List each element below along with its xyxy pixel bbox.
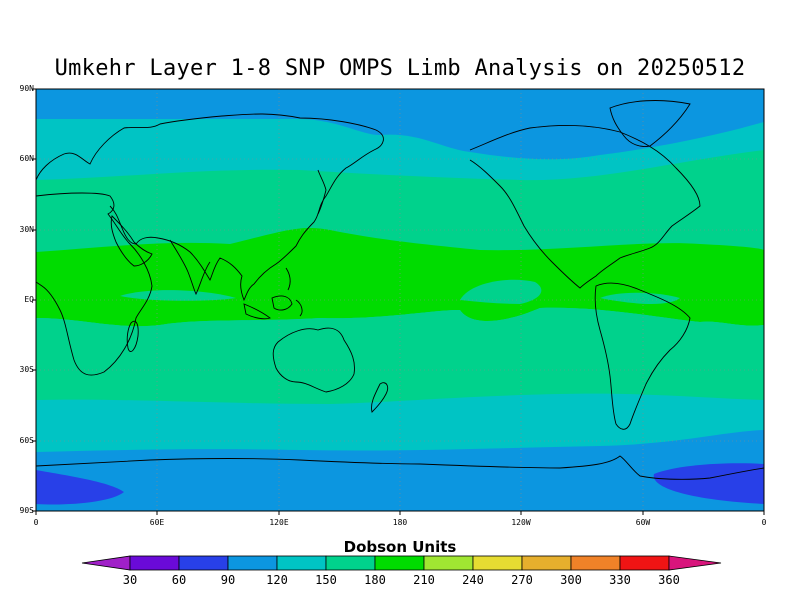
colorbar [81,555,722,571]
lon-label-60e: 60E [149,518,165,527]
colorbar-tick-label: 330 [609,573,631,587]
lat-label-90n: 90N [19,84,34,93]
south-polar-low-east [653,463,764,504]
colorbar-arrow-high [668,555,722,571]
colorbar-tick-label: 210 [413,573,435,587]
colorbar-tick-label: 180 [364,573,386,587]
lon-label-120w: 120W [511,518,531,527]
lat-label-60s: 60S [19,436,34,445]
colorbar-swatch [374,555,425,571]
colorbar-swatch [129,555,180,571]
lat-label-90s: 90S [19,506,34,515]
colorbar-swatch [423,555,474,571]
lon-label-0-east: 0 [761,518,767,527]
band-south-mid [36,307,764,404]
colorbar-swatch [325,555,376,571]
colorbar-tick-label: 150 [315,573,337,587]
lat-label-30n: 30N [19,225,34,234]
colorbar-tick-label: 90 [220,573,236,587]
lon-label-180: 180 [392,518,408,527]
lon-label-120e: 120E [269,518,289,527]
colorbar-swatch [178,555,229,571]
band-north-polar-tongue [36,89,764,160]
tropical-low-indian [120,290,236,301]
colorbar-tick-label: 360 [658,573,680,587]
map-title: Umkehr Layer 1-8 SNP OMPS Limb Analysis … [54,56,746,81]
colorbar-tick-label: 240 [462,573,484,587]
south-polar-low-west [36,470,124,505]
colorbar-tick-label: 270 [511,573,533,587]
lat-label-eq: EQ [24,295,34,304]
colorbar-tick-label: 60 [171,573,187,587]
colorbar-tick-label: 120 [266,573,288,587]
colorbar-swatch [619,555,670,571]
band-south-high [36,430,764,511]
tropical-low-atlantic [600,292,680,304]
lat-label-60n: 60N [19,154,34,163]
lat-label-30s: 30S [19,365,34,374]
colorbar-swatch [472,555,523,571]
colorbar-swatch [570,555,621,571]
colorbar-tick-label: 300 [560,573,582,587]
axis-ticks [32,88,765,515]
colorbar-arrow-low [81,555,131,571]
colorbar-tick-label: 30 [122,573,138,587]
lon-label-0: 0 [33,518,39,527]
colorbar-swatch [276,555,327,571]
colorbar-swatch [521,555,572,571]
colorbar-swatch [227,555,278,571]
map-gridlines [36,89,764,511]
colorbar-title: Dobson Units [343,538,457,556]
lon-label-60w: 60W [635,518,651,527]
coastlines [36,100,764,480]
